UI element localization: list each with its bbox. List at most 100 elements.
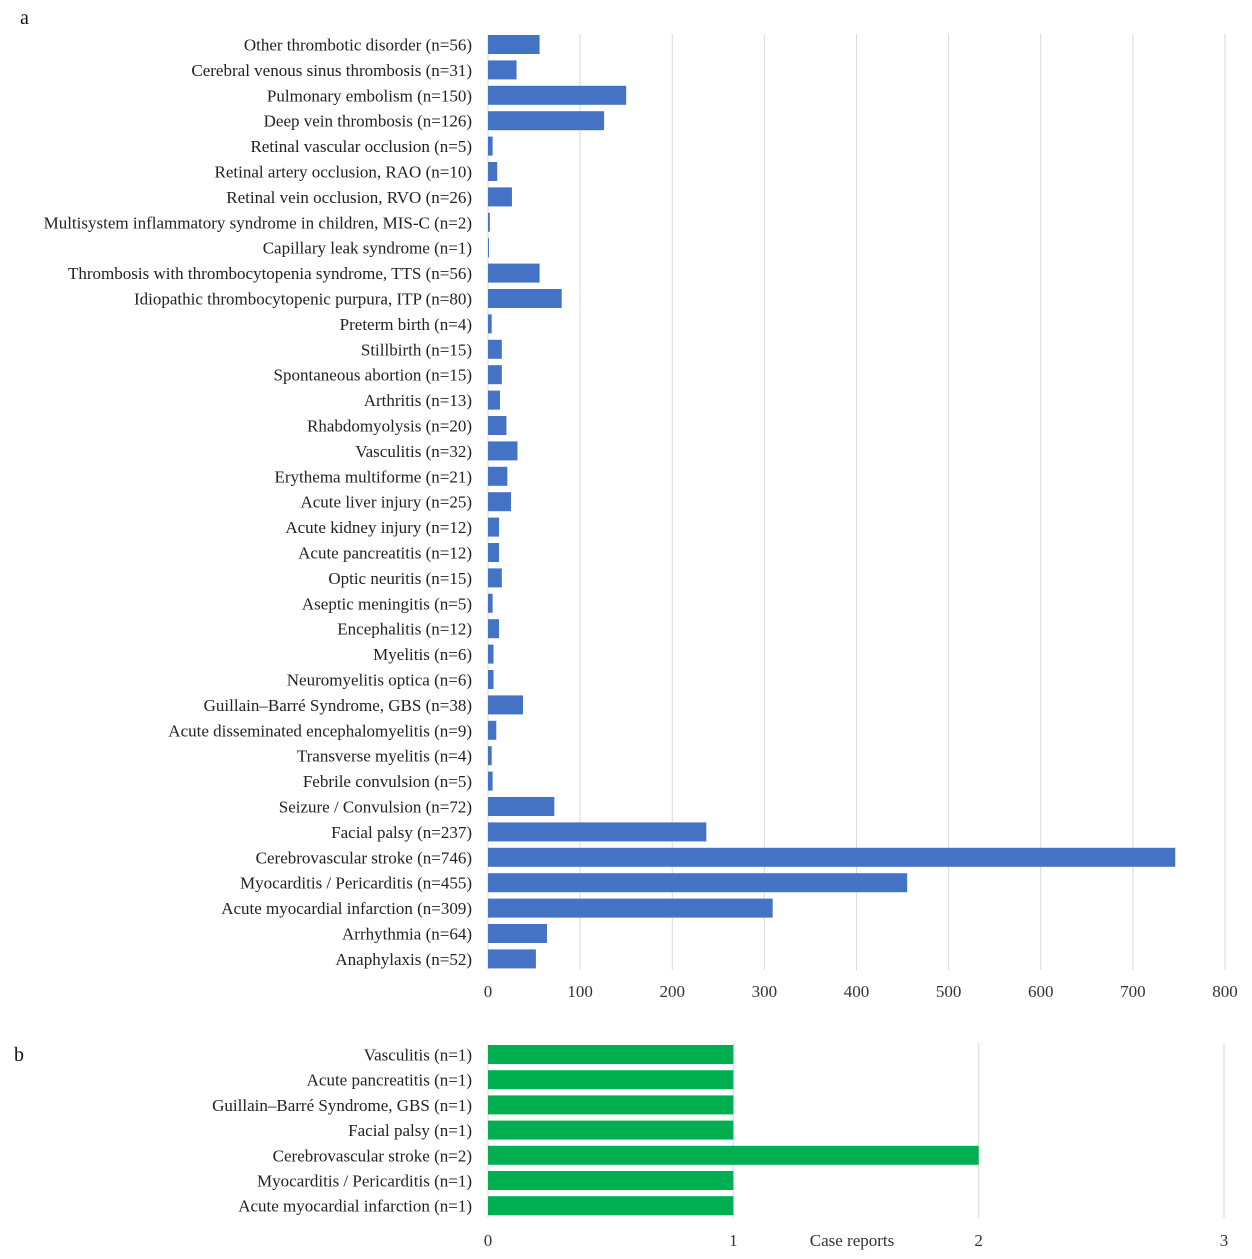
bar (488, 543, 500, 562)
category-label: Pulmonary embolism (n=150) (267, 86, 472, 105)
x-tick-label: 400 (844, 982, 870, 1001)
category-label: Acute liver injury (n=25) (300, 493, 472, 512)
bar (488, 314, 492, 334)
category-label: Acute pancreatitis (n=1) (307, 1071, 472, 1090)
x-tick-label: 800 (1212, 982, 1238, 1001)
x-tick-label: 300 (752, 982, 778, 1001)
category-label: Rhabdomyolysis (n=20) (307, 417, 472, 436)
panel-b-label: b (14, 1044, 24, 1066)
bar (488, 847, 1176, 867)
bar (488, 1196, 734, 1216)
bar (488, 644, 494, 664)
category-label: Spontaneous abortion (n=15) (274, 366, 472, 385)
category-label: Encephalitis (n=12) (337, 620, 472, 639)
category-label: Guillain–Barré Syndrome, GBS (n=38) (204, 696, 472, 715)
bar (488, 822, 707, 842)
bar (488, 441, 518, 461)
bar (488, 162, 498, 181)
panel-a-label: a (20, 7, 29, 29)
bar (488, 924, 547, 943)
category-label: Acute disseminated encephalomyelitis (n=… (168, 721, 472, 740)
bar (488, 187, 512, 207)
bar (488, 390, 500, 410)
bar (488, 1145, 979, 1165)
bar (488, 492, 512, 512)
category-label: Cerebral venous sinus thrombosis (n=31) (191, 61, 472, 80)
category-label: Thrombosis with thrombocytopenia syndrom… (68, 264, 472, 283)
bar (488, 263, 540, 283)
bar (488, 60, 517, 80)
bar (488, 1095, 734, 1115)
category-label: Multisystem inflammatory syndrome in chi… (44, 213, 472, 232)
category-label: Retinal vein occlusion, RVO (n=26) (226, 188, 472, 207)
category-label: Preterm birth (n=4) (340, 315, 472, 334)
category-label: Transverse myelitis (n=4) (297, 747, 472, 766)
category-label: Myocarditis / Pericarditis (n=1) (257, 1172, 472, 1191)
bar (488, 771, 493, 791)
category-label: Myelitis (n=6) (373, 645, 472, 664)
x-tick-label: 0 (484, 982, 493, 1001)
bar (488, 416, 507, 435)
x-tick-label: 500 (936, 982, 962, 1001)
x-tick-label: 0 (484, 1231, 493, 1250)
category-label: Febrile convulsion (n=5) (303, 772, 472, 791)
category-label: Erythema multiforme (n=21) (275, 467, 472, 486)
category-label: Other thrombotic disorder (n=56) (244, 36, 472, 55)
bar (488, 898, 773, 918)
category-label: Guillain–Barré Syndrome, GBS (n=1) (212, 1096, 472, 1115)
bar (488, 85, 627, 105)
x-tick-label: 1 (729, 1231, 738, 1250)
bar (488, 797, 555, 816)
bar (488, 289, 562, 308)
category-label: Capillary leak syndrome (n=1) (263, 239, 472, 258)
category-label: Facial palsy (n=237) (331, 823, 472, 842)
x-tick-label: 2 (974, 1231, 983, 1250)
bar (488, 111, 605, 131)
bar (488, 1045, 734, 1064)
category-label: Retinal artery occlusion, RAO (n=10) (215, 163, 472, 182)
bar (488, 619, 500, 639)
category-label: Cerebrovascular stroke (n=746) (256, 848, 472, 867)
category-label: Neuromyelitis optica (n=6) (287, 671, 472, 690)
bar (488, 339, 502, 359)
category-label: Aseptic meningitis (n=5) (302, 594, 472, 613)
x-tick-label: 100 (567, 982, 593, 1001)
bar (488, 670, 494, 689)
bar (488, 517, 500, 537)
category-label: Acute pancreatitis (n=12) (298, 544, 472, 563)
category-label: Anaphylaxis (n=52) (335, 950, 472, 969)
x-tick-label: 600 (1028, 982, 1054, 1001)
category-label: Vasculitis (n=32) (355, 442, 472, 461)
bar (488, 35, 540, 54)
bar (488, 212, 490, 232)
category-label: Acute kidney injury (n=12) (285, 518, 472, 537)
bar (488, 593, 493, 613)
bar (488, 568, 502, 588)
bar (488, 1070, 734, 1090)
category-label: Deep vein thrombosis (n=126) (264, 112, 472, 131)
category-label: Myocarditis / Pericarditis (n=455) (240, 874, 472, 893)
bar (488, 365, 502, 385)
category-label: Arthritis (n=13) (364, 391, 472, 410)
bar (488, 1120, 734, 1140)
category-label: Optic neuritis (n=15) (328, 569, 472, 588)
bar (488, 238, 489, 258)
category-label: Facial palsy (n=1) (348, 1121, 472, 1140)
category-label: Retinal vascular occlusion (n=5) (250, 137, 472, 156)
x-tick-label: 3 (1220, 1231, 1229, 1250)
panel-b-chart: Vasculitis (n=1) Acute pancreatitis (n=1)… (212, 1043, 1228, 1250)
bar (488, 1171, 734, 1190)
panel-a-chart: Other thrombotic disorder (n=56) Cerebral… (44, 34, 1238, 1001)
bar (488, 136, 493, 156)
category-label: Vasculitis (n=1) (364, 1046, 472, 1065)
category-label: Arrhythmia (n=64) (342, 925, 472, 944)
bar (488, 746, 492, 766)
x-axis-title: Case reports (810, 1231, 895, 1250)
x-tick-label: 200 (660, 982, 686, 1001)
bar (488, 949, 536, 969)
bar (488, 873, 908, 893)
x-tick-label: 700 (1120, 982, 1146, 1001)
category-label: Acute myocardial infarction (n=309) (221, 899, 472, 918)
bar (488, 466, 508, 486)
